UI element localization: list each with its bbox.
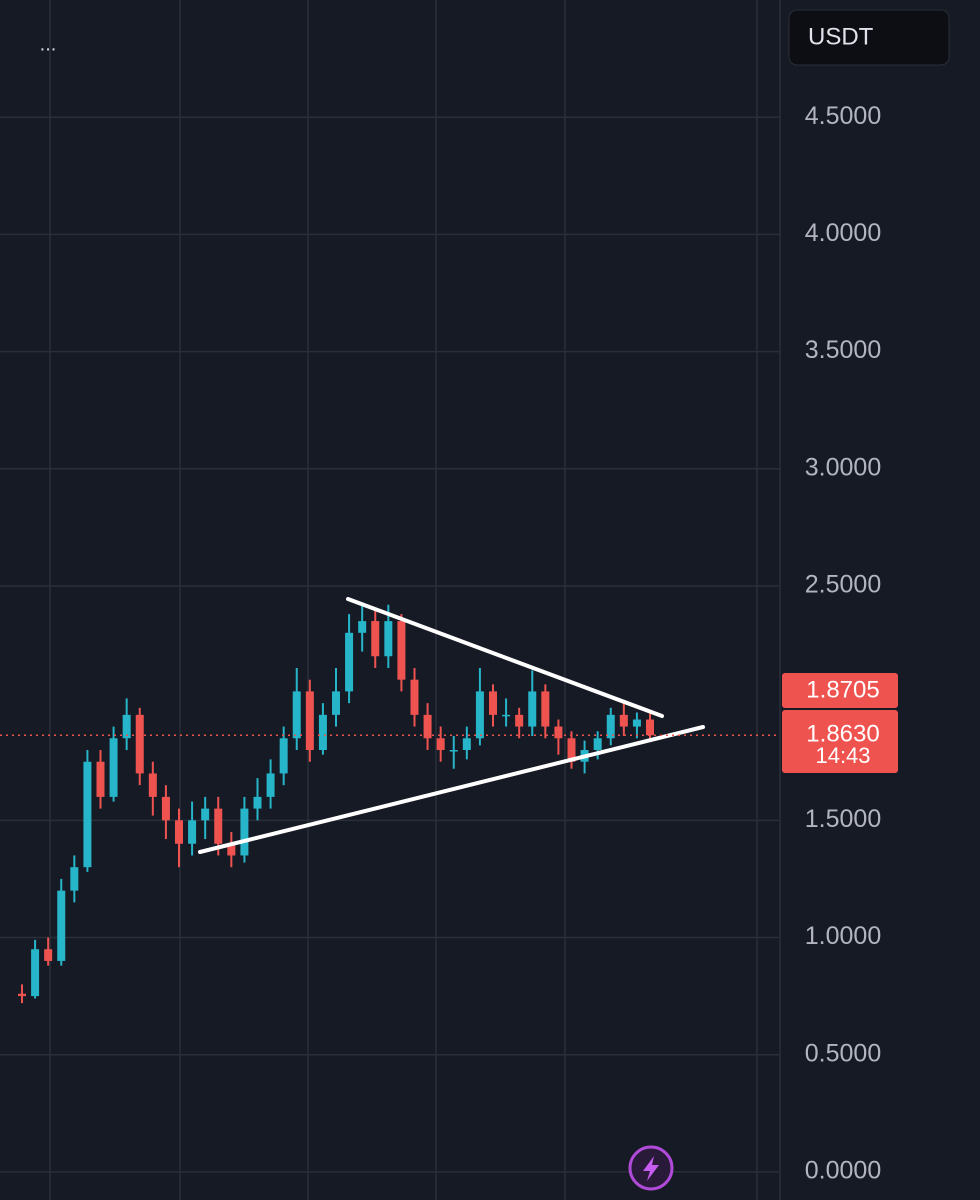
candle-body xyxy=(318,714,327,750)
candle-body xyxy=(135,714,144,774)
candle-body xyxy=(214,808,223,844)
high-price-label: 1.8705 xyxy=(806,676,879,703)
candle-body xyxy=(541,691,550,727)
y-tick-label: 4.0000 xyxy=(805,219,881,247)
candle-body xyxy=(632,719,641,727)
y-tick-label: 2.5000 xyxy=(805,571,881,599)
y-tick-label: 1.5000 xyxy=(805,805,881,833)
last-price-box xyxy=(782,710,898,773)
candle-body xyxy=(410,679,419,715)
candle-body xyxy=(397,621,406,680)
candle-body xyxy=(227,843,236,856)
candle-body xyxy=(646,719,654,736)
candle-body xyxy=(70,867,79,891)
candle-body xyxy=(292,691,301,739)
candle-body xyxy=(489,691,497,715)
countdown: 14:43 xyxy=(815,743,870,768)
candle-body xyxy=(528,691,537,727)
y-tick-label: 0.5000 xyxy=(805,1039,881,1067)
candle-body xyxy=(96,761,105,797)
candle-body xyxy=(305,691,314,750)
high-price-box xyxy=(782,673,898,708)
candle-body xyxy=(332,691,340,715)
trendlines xyxy=(198,597,705,854)
vertical-grid xyxy=(49,0,781,1200)
candle-body xyxy=(606,714,615,739)
y-tick-label: 0.0000 xyxy=(805,1156,881,1184)
currency-button[interactable] xyxy=(788,9,950,66)
candle-body xyxy=(593,738,602,750)
trendline-upper xyxy=(346,597,664,718)
y-tick-label: 3.5000 xyxy=(805,336,881,364)
currency-label: USDT xyxy=(808,23,874,50)
y-tick-label: 4.5000 xyxy=(805,102,881,130)
flash-icon xyxy=(643,1156,659,1181)
candle-body xyxy=(567,738,576,762)
candle-body xyxy=(253,796,262,809)
candle-body xyxy=(449,750,458,752)
candle-body xyxy=(175,820,183,844)
trendline-lower xyxy=(198,725,705,854)
candle-body xyxy=(554,726,563,739)
candle-body xyxy=(423,714,432,739)
y-tick-label: 1.0000 xyxy=(805,922,881,950)
candle-body xyxy=(31,949,40,997)
candle-body xyxy=(279,738,288,774)
candle-body xyxy=(109,738,118,797)
candle-body xyxy=(18,993,26,997)
last-price-label: 1.8630 xyxy=(806,721,879,748)
candle-body xyxy=(436,738,445,750)
candle-body xyxy=(161,796,170,821)
candle-body xyxy=(384,621,393,657)
menu-dots[interactable]: ... xyxy=(40,33,57,55)
candle-body xyxy=(358,621,367,633)
candle-body xyxy=(83,761,92,868)
candle-body xyxy=(122,714,131,739)
candle-body xyxy=(188,820,197,844)
candle-body xyxy=(201,808,210,821)
candle-body xyxy=(345,632,354,692)
candle-body xyxy=(462,738,471,750)
candle-body xyxy=(515,714,524,727)
y-tick-label: 3.0000 xyxy=(805,453,881,481)
candle-body xyxy=(148,773,157,797)
candle-body xyxy=(57,890,66,961)
candle-body xyxy=(371,621,380,657)
candle-body xyxy=(44,949,53,961)
candle-body xyxy=(502,714,511,717)
candle-body xyxy=(266,773,275,797)
candle-body xyxy=(240,808,249,856)
candle-body xyxy=(619,714,628,727)
candle-body xyxy=(475,691,484,739)
